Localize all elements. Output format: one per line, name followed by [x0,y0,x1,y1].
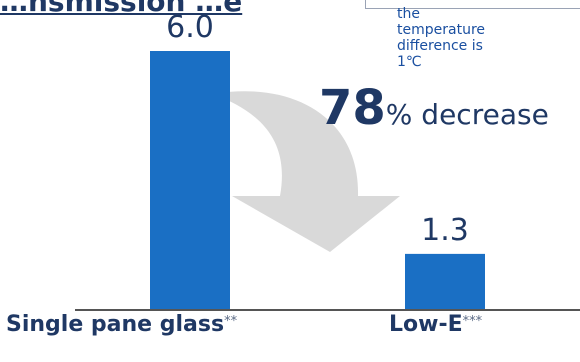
category-name-low-e: Low-E [389,312,463,337]
value-label-1: 6.0 [166,10,214,45]
bar-2 [405,253,485,310]
value-label-2: 1.3 [421,213,469,248]
category-label-single-pane: Single pane glass** [6,312,237,337]
note-frame-line [378,8,580,9]
chart-title: …nsmission …e [0,0,243,18]
decrease-percent: 78 [319,80,386,136]
temperature-note: the temperature difference is 1℃ [397,6,485,70]
category-label-low-e: Low-E*** [389,312,482,337]
category-name-single-pane: Single pane glass [6,312,225,337]
category-mark-low-e: *** [462,314,483,329]
note-bracket [365,0,378,9]
decrease-text: % decrease [385,98,549,131]
bar-1 [150,51,230,310]
category-mark-single-pane: ** [224,314,238,329]
decrease-label: 78% decrease [319,80,549,136]
decrease-arrow [213,91,400,252]
